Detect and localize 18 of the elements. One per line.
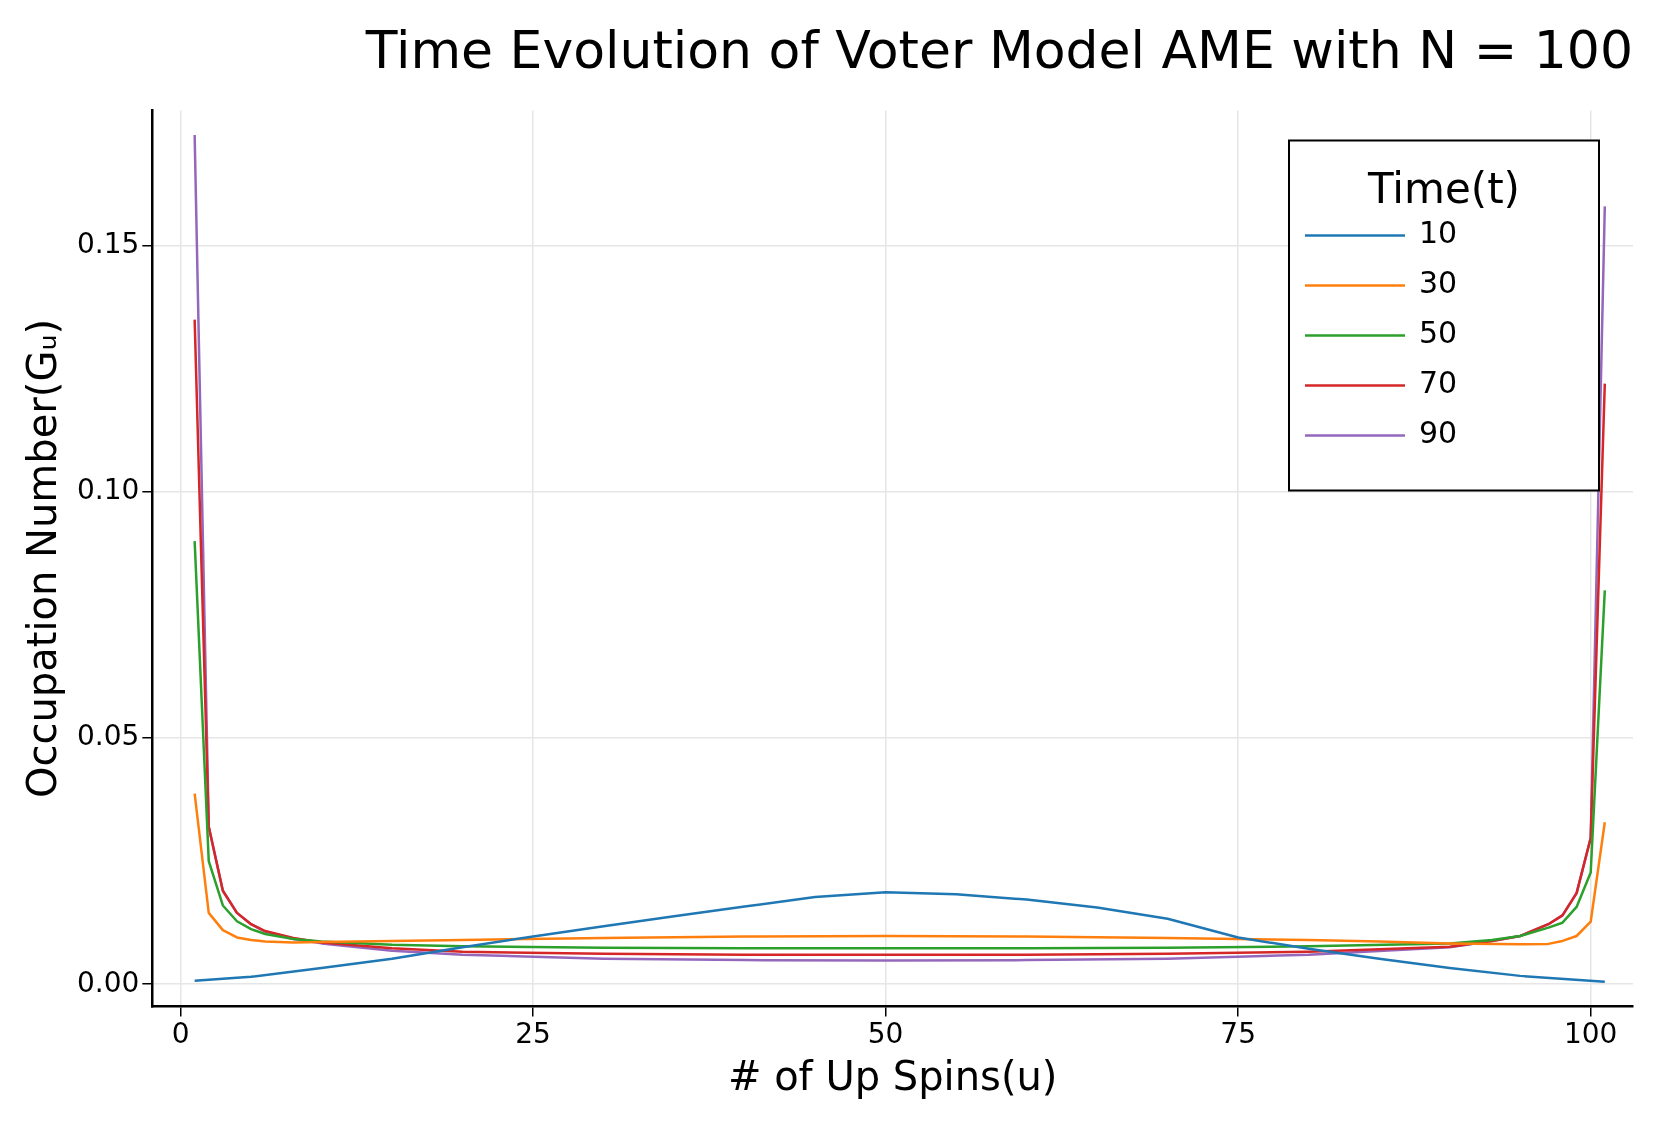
legend-label: 70 <box>1419 365 1458 401</box>
x-tick-label: 75 <box>1220 1017 1256 1051</box>
legend-label: 10 <box>1419 215 1458 251</box>
y-tick-label: 0.00 <box>77 965 140 999</box>
legend-title: Time(t) <box>1366 164 1521 214</box>
legend-label: 50 <box>1419 315 1458 351</box>
y-axis-title: Occupation Number(Gᵤ) <box>19 318 66 798</box>
chart-title: Time Evolution of Voter Model AME with N = 100 <box>364 19 1633 80</box>
legend-label: 30 <box>1419 265 1458 301</box>
x-tick-label: 0 <box>171 1017 190 1051</box>
x-tick-label: 100 <box>1563 1017 1618 1051</box>
legend-label: 90 <box>1419 415 1458 451</box>
x-tick-label: 50 <box>867 1017 904 1051</box>
x-tick-label: 25 <box>515 1017 551 1051</box>
y-tick-label: 0.15 <box>77 227 140 261</box>
y-tick-label: 0.05 <box>77 719 140 753</box>
x-axis-title: # of Up Spins(u) <box>727 1053 1058 1100</box>
y-tick-label: 0.10 <box>77 473 140 507</box>
